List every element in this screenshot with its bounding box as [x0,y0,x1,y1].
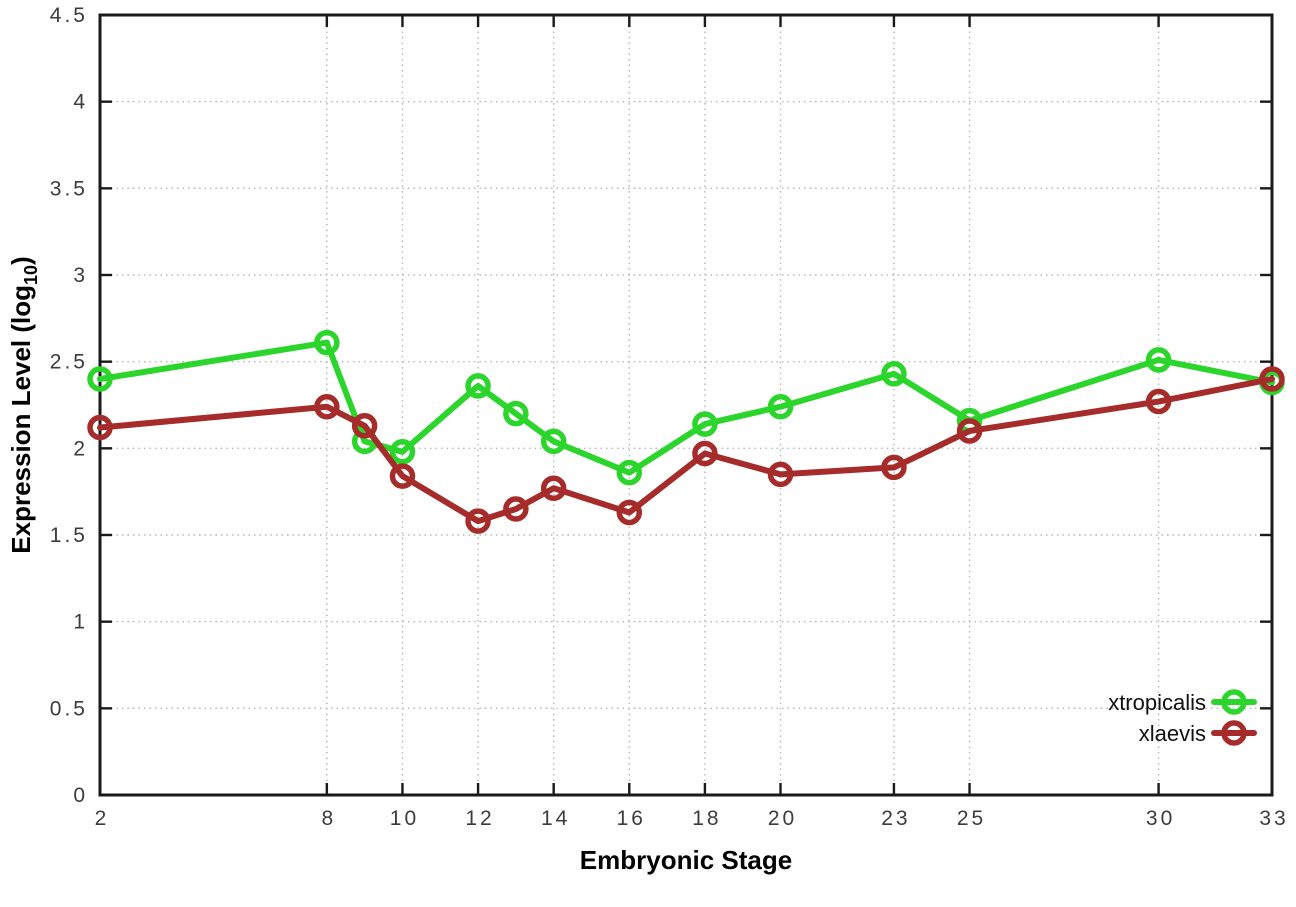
y-tick-label: 3 [73,264,88,287]
y-axis-title: Expression Level (log10) [6,256,41,553]
y-tick-label: 2 [73,437,88,460]
data-point-xlaevis-stage-16 [616,499,643,526]
data-point-xlaevis-stage-9 [351,413,378,439]
x-tick-label: 2 [95,807,110,830]
data-point-xtropicalis-stage-23 [881,361,907,387]
x-tick-label: 25 [957,807,986,830]
y-tick-label: 1 [73,611,88,634]
legend-layer: xtropicalis xlaevis [1108,689,1257,746]
x-tick-label: 30 [1146,807,1175,830]
data-point-xtropicalis-stage-8 [314,329,340,356]
y-tick-label: 4 [73,91,88,114]
data-point-xtropicalis-stage-20 [767,393,794,420]
data-point-xlaevis-stage-18 [692,440,718,467]
y-tick-label: 0 [73,784,88,807]
x-tick-label: 18 [692,807,721,830]
legend-entry-xlaevis: xlaevis [1139,720,1257,746]
data-point-xlaevis-stage-8 [314,393,340,420]
y-axis-title-subscript: 10 [21,265,41,285]
x-tick-label: 33 [1259,807,1288,830]
x-tick-label: 23 [881,807,910,830]
x-tick-label: 12 [465,807,494,830]
y-tick-label: 4.5 [50,4,88,27]
data-point-xtropicalis-stage-16 [616,459,643,486]
y-axis-title-close: ) [6,256,36,265]
data-point-xlaevis-stage-14 [540,475,567,501]
data-point-xlaevis-stage-10 [389,463,416,489]
data-point-xlaevis-stage-23 [881,454,907,481]
x-tick-label: 16 [617,807,646,830]
data-point-xtropicalis-stage-13 [503,400,529,427]
series-line-xtropicalis [97,339,1275,476]
legend-label-xlaevis: xlaevis [1139,721,1206,746]
legend-marker-xlaevis [1221,720,1247,746]
plot-border [98,13,1274,797]
y-tick-label: 2.5 [50,351,88,374]
series-layer [87,329,1285,534]
grid-layer [100,15,1272,795]
y-axis-title-main: Expression Level (log [6,285,36,554]
x-tick-label: 14 [541,807,570,830]
data-point-xlaevis-stage-33 [1259,366,1285,392]
data-point-xlaevis-stage-13 [503,496,529,522]
data-point-xlaevis-stage-2 [87,414,113,441]
series-line-xlaevis [97,376,1275,525]
legend-entry-xtropicalis: xtropicalis [1108,689,1257,715]
y-tick-label: 0.5 [50,697,88,720]
legend-label-xtropicalis: xtropicalis [1108,690,1206,715]
data-point-xtropicalis-stage-2 [87,366,113,392]
legend-marker-xtropicalis [1221,689,1247,715]
data-point-xtropicalis-stage-18 [692,411,718,437]
x-axis-title: Embryonic Stage [580,845,792,875]
x-tick-label: 20 [768,807,797,830]
data-point-xlaevis-stage-25 [956,418,983,444]
axes-layer: 2 8 10 12 14 16 18 20 23 25 30 33 0 0.5 1 1.5 2 2.5 3 3.5 4 4… [50,4,1288,830]
x-tick-label: 10 [390,807,419,830]
data-point-xtropicalis-stage-12 [465,373,491,399]
data-point-xlaevis-stage-30 [1145,388,1172,415]
x-tick-label: 8 [321,807,336,830]
data-point-xtropicalis-stage-30 [1145,347,1172,373]
data-point-xlaevis-stage-12 [465,508,491,534]
y-tick-label: 3.5 [50,177,88,200]
data-point-xtropicalis-stage-10 [389,439,416,465]
data-point-xlaevis-stage-20 [767,461,794,488]
y-tick-label: 1.5 [50,524,88,547]
data-point-xtropicalis-stage-14 [540,428,567,455]
